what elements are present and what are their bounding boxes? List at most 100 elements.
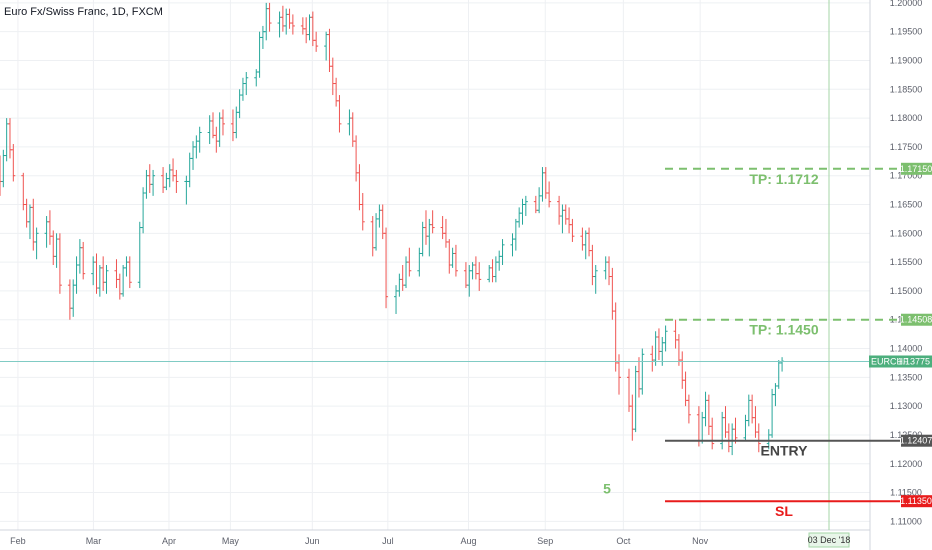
ohlc-bar (287, 8, 292, 29)
ohlc-bar (324, 31, 329, 61)
ohlc-bar (450, 247, 455, 268)
ohlc-bar (127, 256, 132, 289)
ohlc-bar (137, 221, 142, 289)
ohlc-bar (217, 112, 222, 147)
ohlc-bar (44, 216, 49, 248)
ohlc-bar (51, 230, 56, 265)
ohlc-bar (290, 14, 295, 35)
ohlc-bar (47, 210, 52, 245)
ohlc-bar (726, 423, 731, 453)
ohlc-bar (327, 28, 332, 73)
ohlc-bar (11, 144, 16, 182)
ohlc-bar (583, 230, 588, 260)
ohlc-bar (593, 265, 598, 294)
ohlc-bar (500, 239, 505, 265)
ohlc-bar (420, 221, 425, 257)
ohlc-bar (640, 348, 645, 395)
entry-price-value: 1.12407 (900, 436, 932, 446)
y-tick-label: 1.16500 (890, 200, 923, 210)
last-price-label: 1.13775 (897, 356, 930, 366)
ohlc-bar (67, 279, 72, 320)
ohlc-bar (440, 216, 445, 240)
cursor-date-label: 03 Dec '18 (808, 535, 851, 545)
ohlc-bar (147, 164, 152, 193)
ohlc-bar (57, 233, 62, 294)
ohlc-bar (310, 11, 315, 47)
ohlc-bar (776, 360, 781, 389)
ohlc-bar (360, 192, 365, 231)
ohlc-bar (603, 256, 608, 280)
ohlc-bar (354, 135, 359, 182)
entry-price-tag (901, 434, 932, 447)
tp-price-value: 1.14508 (900, 315, 932, 325)
chart-title: Euro Fx/Swiss Franc, 1D, FXCM (4, 6, 163, 18)
ohlc-bar (234, 106, 239, 139)
ohlc-bar (117, 273, 122, 300)
ohlc-bar (710, 417, 715, 450)
ohlc-bar (144, 169, 149, 199)
ohlc-bar (257, 31, 262, 78)
ohlc-bar (407, 247, 412, 277)
ohlc-bar (54, 233, 59, 268)
ohlc-bar (184, 175, 189, 205)
cursor-date-tag (808, 532, 850, 548)
ohlc-bar (394, 285, 399, 314)
symbol-label: EURCHF (871, 356, 909, 366)
y-tick-label: 1.11500 (890, 488, 922, 498)
ohlc-bar (540, 167, 545, 202)
ohlc-bar (617, 354, 622, 395)
ohlc-bar (733, 417, 738, 444)
ohlc-bar (350, 112, 355, 147)
ohlc-bar (750, 394, 755, 424)
ohlc-bar (543, 167, 548, 199)
x-tick-label: Aug (460, 536, 476, 546)
ohlc-bar (210, 112, 215, 139)
ohlc-bar (547, 181, 552, 208)
tp-price-value: 1.17150 (900, 164, 932, 174)
ohlc-bar (557, 195, 562, 225)
ohlc-bar (517, 207, 522, 228)
ohlc-bar (590, 244, 595, 286)
ohlc-bar (537, 187, 542, 214)
y-tick-label: 1.13500 (890, 372, 923, 382)
ohlc-bar (174, 169, 179, 193)
ohlc-bar (101, 256, 106, 291)
ohlc-bar (397, 273, 402, 297)
x-tick-label: Nov (692, 536, 709, 546)
ohlc-bar (97, 265, 102, 297)
ohlc-bar (207, 115, 212, 145)
tp-level-label: TP: 1.1450 (749, 322, 818, 338)
ohlc-bar (520, 198, 525, 225)
ohlc-bar (237, 89, 242, 119)
ohlc-bar (773, 383, 778, 407)
ohlc-bar (377, 204, 382, 228)
ohlc-bar (706, 394, 711, 435)
ohlc-bar (380, 204, 385, 240)
y-tick-label: 1.13000 (890, 401, 923, 411)
ohlc-bar (81, 241, 86, 280)
ohlc-bar (191, 141, 196, 170)
ohlc-bar (680, 351, 685, 389)
ohlc-bar (743, 414, 748, 441)
y-tick-label: 1.17000 (890, 171, 923, 181)
ohlc-bar (523, 195, 528, 217)
sl-price-value: 1.11350 (900, 496, 932, 506)
ohlc-bar (463, 262, 468, 289)
y-tick-label: 1.20000 (890, 0, 923, 8)
ohlc-bar (244, 72, 249, 96)
ohlc-bar (307, 14, 312, 41)
ohlc-bar (477, 262, 482, 291)
ohlc-bar (187, 152, 192, 188)
ohlc-bar (141, 187, 146, 234)
ohlc-bar (400, 265, 405, 291)
ohlc-bar (626, 368, 631, 412)
ohlc-bar (347, 109, 352, 136)
ohlc-bar (77, 239, 82, 274)
ohlc-bar (703, 391, 708, 427)
ohlc-bar (124, 256, 129, 277)
ohlc-bar (447, 239, 452, 274)
ohlc-bar (114, 259, 119, 289)
ohlc-bar (580, 227, 585, 251)
wave-5-label: 5 (603, 481, 611, 497)
